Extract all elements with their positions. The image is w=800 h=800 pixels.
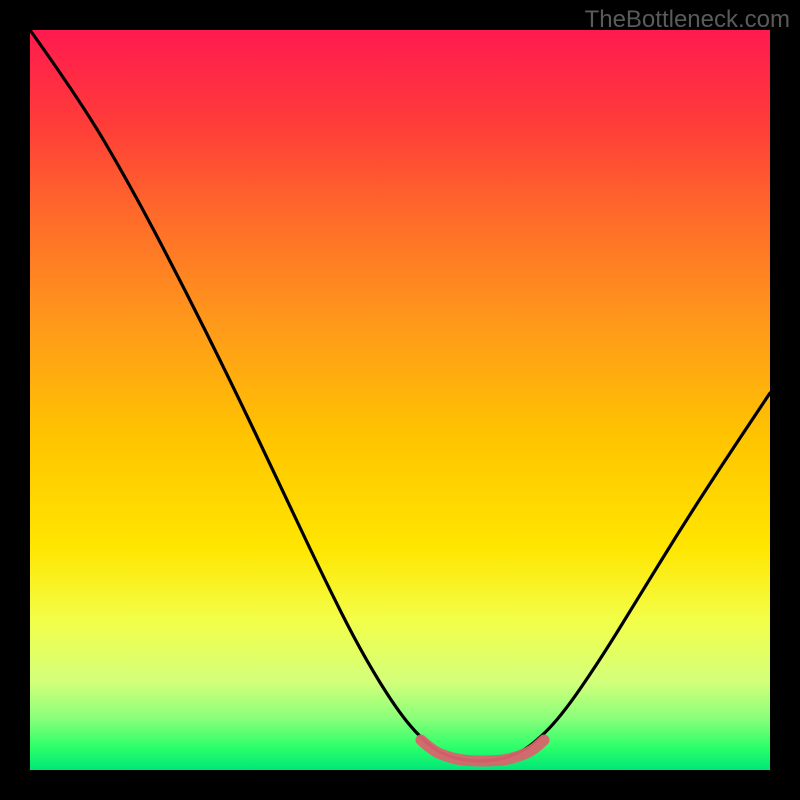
chart-container: TheBottleneck.com [0, 0, 800, 800]
plot-gradient-background [30, 30, 770, 770]
bottleneck-curve-chart [0, 0, 800, 800]
watermark-text: TheBottleneck.com [585, 6, 790, 34]
